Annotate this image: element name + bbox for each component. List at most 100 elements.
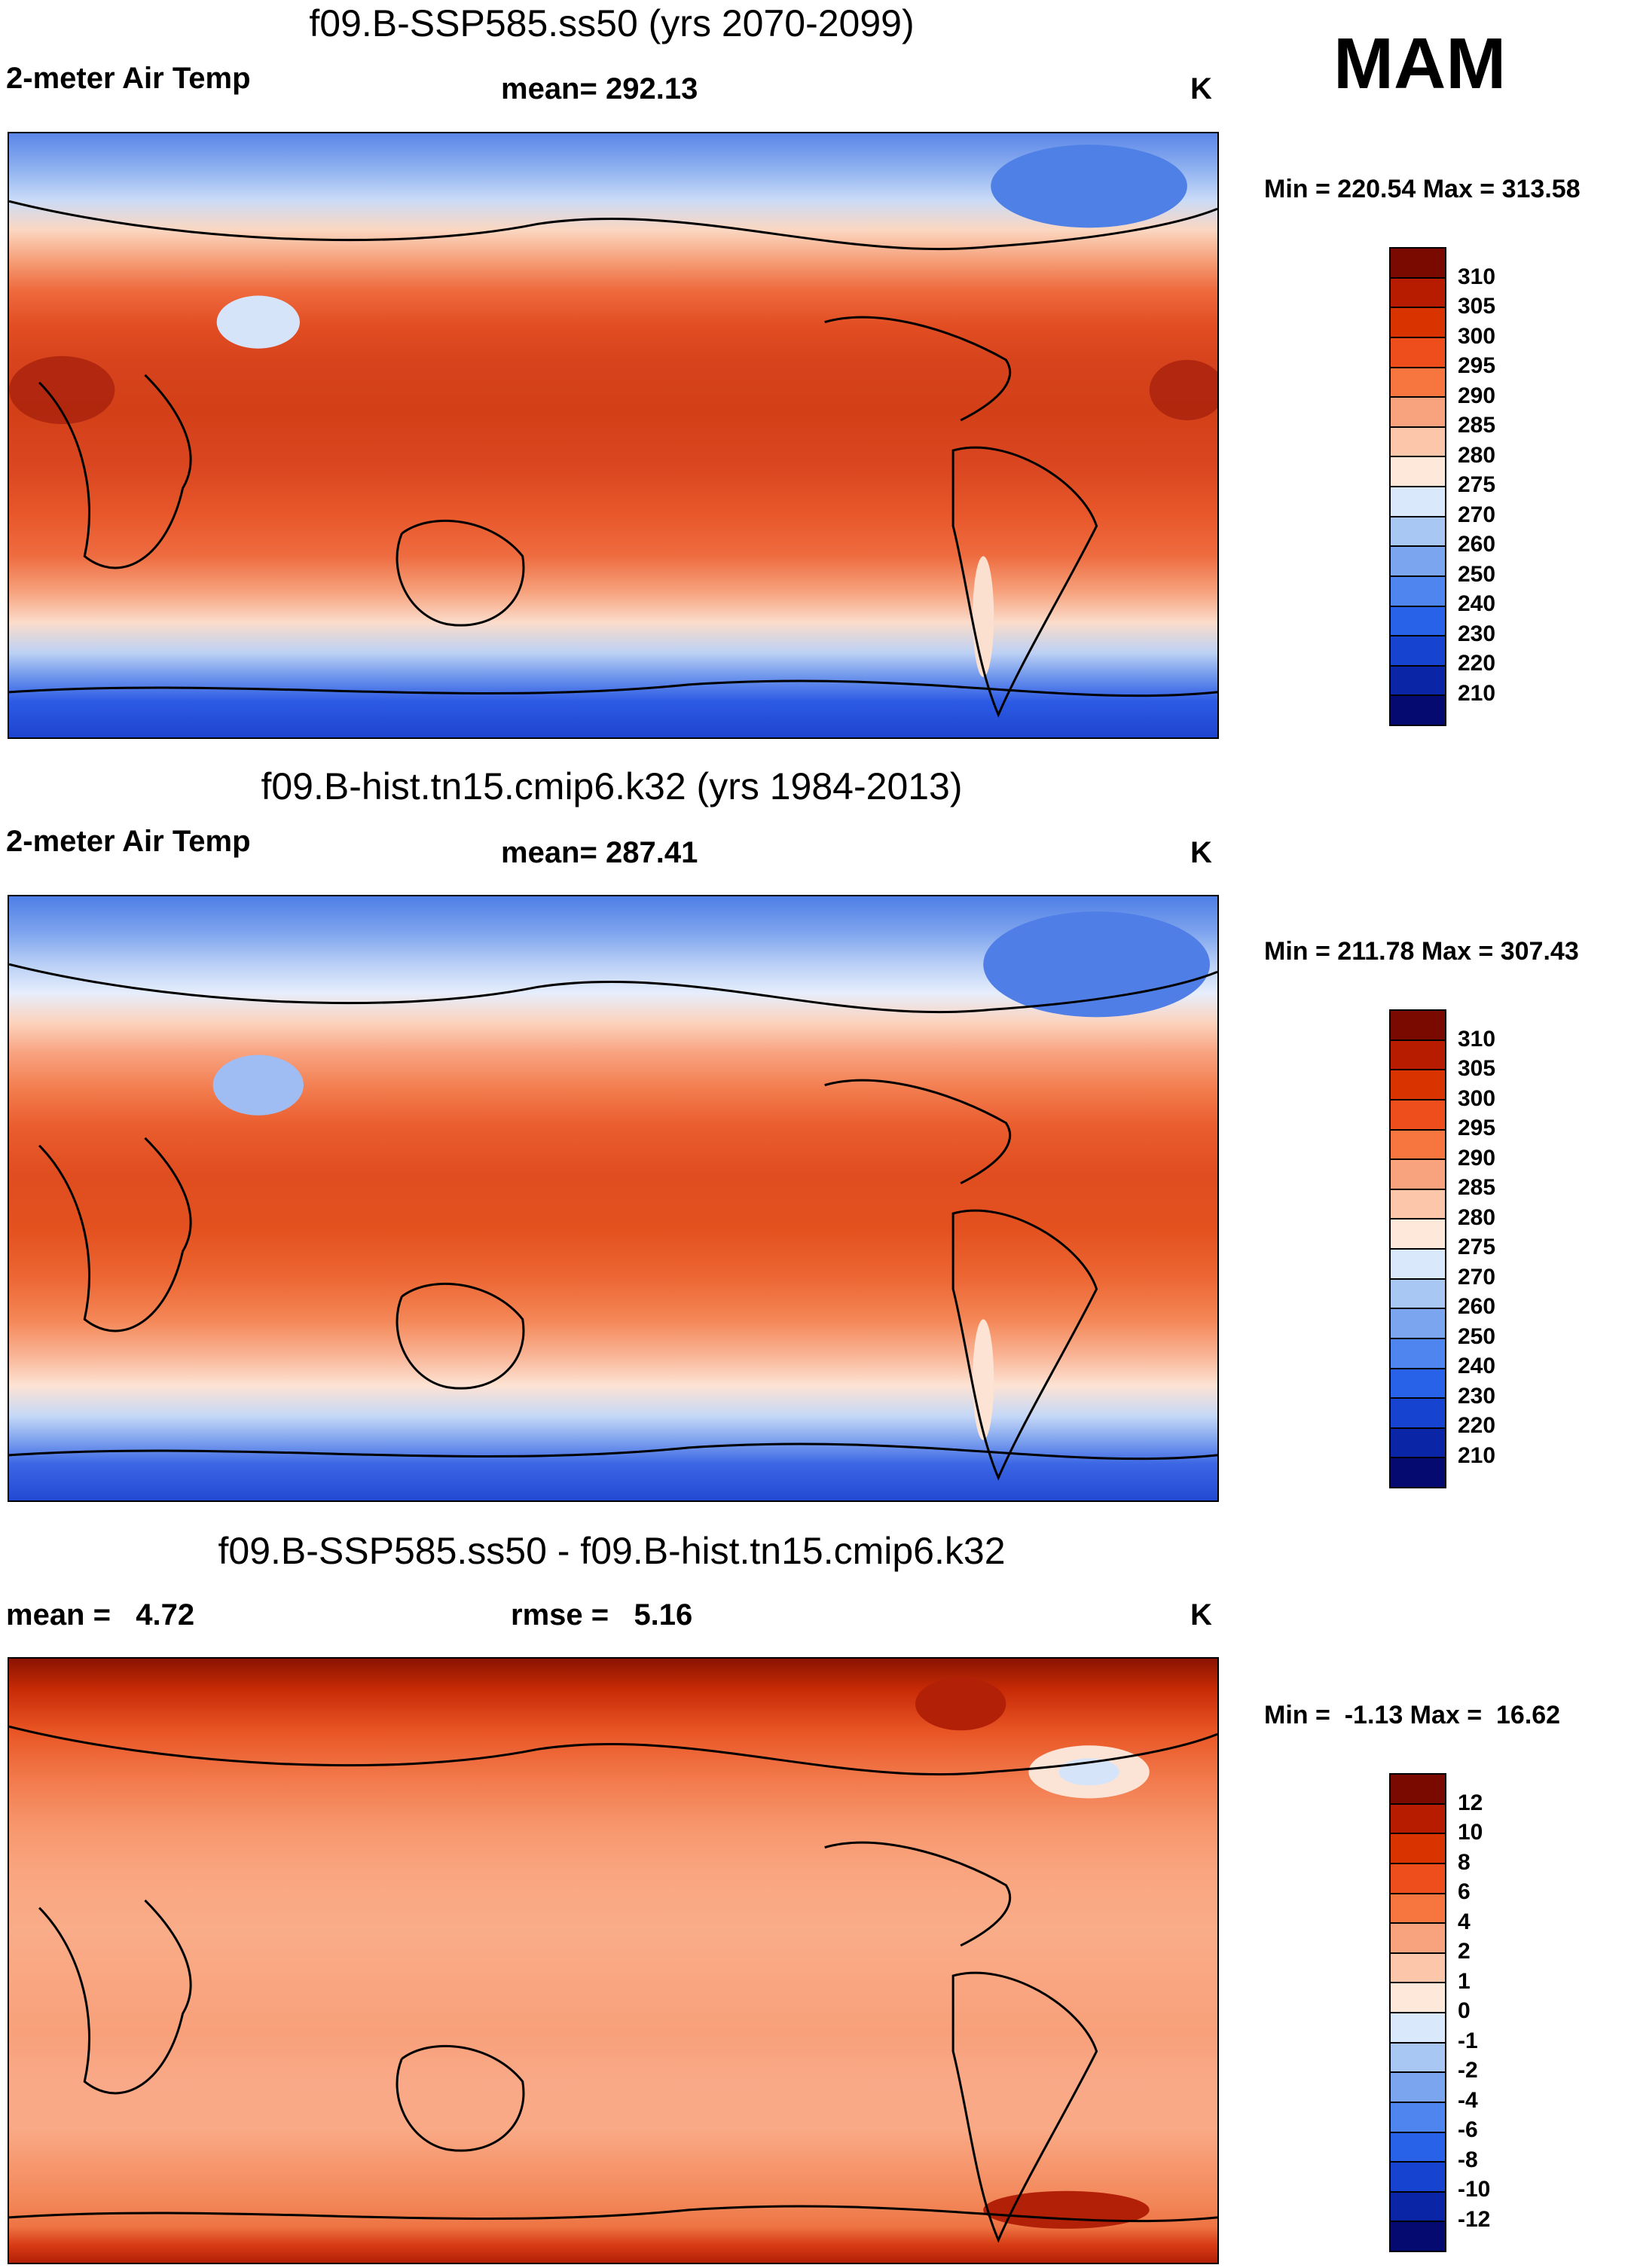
colorbar-tick-label: 2 bbox=[1458, 1939, 1471, 1964]
colorbar-tick-label: 310 bbox=[1458, 264, 1496, 289]
colorbar-segment bbox=[1391, 336, 1445, 367]
colorbar-segment bbox=[1391, 1427, 1445, 1458]
panel-2-south-america-coast bbox=[951, 1209, 1098, 1481]
panel-2-africa-coast bbox=[38, 1137, 192, 1332]
panel-1-map bbox=[8, 132, 1219, 739]
panel-3-coastline-north bbox=[9, 1725, 1217, 1776]
colorbar-tick-label: -12 bbox=[1458, 2206, 1491, 2232]
panel-2-left-label: 2-meter Air Temp bbox=[6, 825, 251, 858]
panel-1-south-america-coast bbox=[951, 446, 1098, 718]
colorbar-tick-label: 280 bbox=[1458, 442, 1496, 468]
panel-1-north-america-coast bbox=[824, 316, 1012, 422]
colorbar-segment bbox=[1391, 1397, 1445, 1427]
colorbar-tick-label: -2 bbox=[1458, 2058, 1478, 2083]
colorbar-segment bbox=[1391, 2101, 1445, 2132]
panel-3-center-label: rmse = 5.16 bbox=[511, 1598, 693, 1632]
colorbar-tick-label: 260 bbox=[1458, 532, 1496, 557]
colorbar-tick-label: 290 bbox=[1458, 383, 1496, 408]
colorbar-segment bbox=[1391, 396, 1445, 426]
panel-1-colorbar bbox=[1389, 247, 1446, 726]
colorbar-segment bbox=[1391, 1218, 1445, 1248]
colorbar-tick-label: 290 bbox=[1458, 1145, 1496, 1171]
colorbar-segment bbox=[1391, 366, 1445, 397]
panel-2-coastline-north bbox=[9, 963, 1217, 1014]
panel-3-map-svg bbox=[9, 1659, 1217, 2263]
colorbar-tick-label: 6 bbox=[1458, 1879, 1471, 1904]
panel-1-antarctica-coast bbox=[9, 679, 1217, 697]
colorbar-segment bbox=[1391, 2221, 1445, 2251]
colorbar-segment bbox=[1391, 456, 1445, 486]
colorbar-segment bbox=[1391, 426, 1445, 456]
colorbar-tick-label: 270 bbox=[1458, 502, 1496, 527]
colorbar-tick-label: 250 bbox=[1458, 1323, 1496, 1349]
colorbar-tick-label: 230 bbox=[1458, 1383, 1496, 1409]
panel-1-coastline-north bbox=[9, 200, 1217, 251]
panel-3-antarctica-coast bbox=[9, 2205, 1217, 2223]
panel-3-australia-coast bbox=[396, 2044, 525, 2152]
panel-1-field bbox=[9, 133, 1217, 737]
colorbar-tick-label: 220 bbox=[1458, 1413, 1496, 1438]
panel-2-map bbox=[8, 895, 1219, 1502]
colorbar-tick-label: 300 bbox=[1458, 323, 1496, 349]
colorbar-tick-label: 230 bbox=[1458, 621, 1496, 646]
panel-1-units: K bbox=[1190, 72, 1212, 105]
panel-1-center-label: mean= 292.13 bbox=[501, 72, 698, 105]
colorbar-tick-label: 220 bbox=[1458, 651, 1496, 676]
colorbar-segment bbox=[1391, 2161, 1445, 2191]
panel-3-colorbar bbox=[1389, 1773, 1446, 2252]
colorbar-tick-label: 280 bbox=[1458, 1204, 1496, 1230]
colorbar-tick-label: 240 bbox=[1458, 1354, 1496, 1378]
colorbar-segment bbox=[1391, 1367, 1445, 1398]
colorbar-segment bbox=[1391, 545, 1445, 575]
colorbar-tick-label: 250 bbox=[1458, 561, 1496, 587]
colorbar-tick-label: -4 bbox=[1458, 2087, 1478, 2113]
colorbar-segment bbox=[1391, 249, 1445, 277]
colorbar-tick-label: 300 bbox=[1458, 1085, 1496, 1111]
colorbar-segment bbox=[1391, 1308, 1445, 1338]
colorbar-tick-label: -10 bbox=[1458, 2177, 1491, 2202]
colorbar-tick-label: 4 bbox=[1458, 1909, 1471, 1934]
panel-3-map bbox=[8, 1657, 1219, 2264]
colorbar-tick-label: -1 bbox=[1458, 2028, 1478, 2053]
colorbar-segment bbox=[1391, 1098, 1445, 1129]
panel-1-colorbar-ticks: 310 305 300 295 290 285 280 275 270 260 250 240 230 2… bbox=[1458, 247, 1541, 723]
colorbar-tick-label: 12 bbox=[1458, 1790, 1483, 1815]
panel-1-left-label: 2-meter Air Temp bbox=[6, 62, 251, 95]
colorbar-tick-label: 285 bbox=[1458, 1175, 1496, 1200]
colorbar-segment bbox=[1391, 1011, 1445, 1039]
panel-2-andes-cool bbox=[973, 1319, 994, 1440]
panel-1-title: f09.B-SSP585.ss50 (yrs 2070-2099) bbox=[309, 2, 915, 44]
panel-3-left-label: mean = 4.72 bbox=[6, 1598, 195, 1632]
colorbar-segment bbox=[1391, 2071, 1445, 2102]
colorbar-tick-label: 305 bbox=[1458, 294, 1496, 319]
colorbar-segment bbox=[1391, 1158, 1445, 1189]
colorbar-tick-label: -8 bbox=[1458, 2147, 1478, 2172]
colorbar-segment bbox=[1391, 2190, 1445, 2221]
panel-1-sahara-hot bbox=[9, 356, 115, 424]
colorbar-segment bbox=[1391, 1862, 1445, 1893]
colorbar-segment bbox=[1391, 2131, 1445, 2162]
colorbar-tick-label: 275 bbox=[1458, 472, 1496, 497]
colorbar-segment bbox=[1391, 575, 1445, 606]
season-label: MAM bbox=[1333, 23, 1507, 104]
colorbar-segment bbox=[1391, 1833, 1445, 1863]
panel-2-north-america-coast bbox=[824, 1079, 1012, 1185]
panel-2-title: f09.B-hist.tn15.cmip6.k32 (yrs 1984-2013… bbox=[261, 765, 963, 807]
colorbar-segment bbox=[1391, 486, 1445, 516]
panel-1-minmax: Min = 220.54 Max = 313.58 bbox=[1264, 175, 1581, 203]
colorbar-segment bbox=[1391, 1337, 1445, 1368]
colorbar-segment bbox=[1391, 276, 1445, 307]
colorbar-segment bbox=[1391, 664, 1445, 695]
colorbar-segment bbox=[1391, 1982, 1445, 2012]
panel-1-africa-coast bbox=[38, 374, 192, 569]
panel-2-map-svg bbox=[9, 896, 1217, 1500]
panel-3-units: K bbox=[1190, 1598, 1212, 1632]
colorbar-segment bbox=[1391, 1277, 1445, 1308]
panel-1-australia-coast bbox=[396, 519, 525, 627]
panel-2-colorbar bbox=[1389, 1009, 1446, 1488]
panel-2-australia-coast bbox=[396, 1282, 525, 1390]
panel-1-map-svg bbox=[9, 133, 1217, 737]
panel-2-greenland-cold bbox=[983, 911, 1210, 1018]
panel-3-south-america-coast bbox=[951, 1971, 1098, 2243]
colorbar-tick-label: 210 bbox=[1458, 680, 1496, 706]
